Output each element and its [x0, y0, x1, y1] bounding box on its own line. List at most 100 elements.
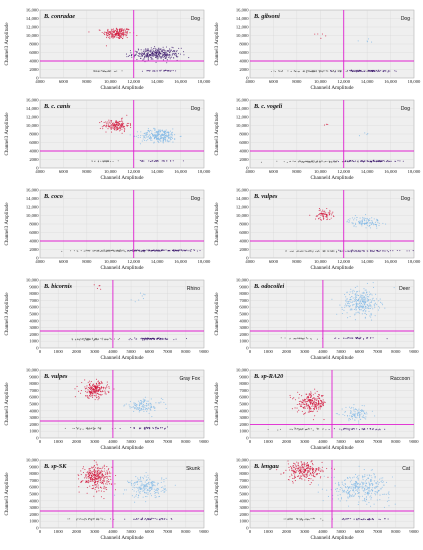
x-tick-label: 4000 — [35, 169, 45, 174]
droplet-point — [374, 160, 376, 162]
droplet-point — [162, 398, 164, 401]
droplet-point — [380, 70, 382, 72]
droplet-point — [387, 251, 390, 253]
droplet-point — [94, 399, 96, 401]
droplet-point — [318, 472, 320, 475]
droplet-point — [120, 35, 122, 37]
droplet-point — [110, 30, 113, 32]
droplet-point — [124, 29, 126, 31]
droplet-point — [94, 391, 96, 393]
droplet-point — [139, 250, 141, 252]
droplet-point — [373, 503, 375, 505]
droplet-point — [319, 408, 321, 410]
droplet-point — [96, 484, 98, 486]
droplet-point — [285, 250, 287, 252]
droplet-point — [122, 122, 124, 124]
droplet-point — [351, 494, 354, 496]
droplet-point — [369, 249, 372, 251]
droplet-point — [338, 490, 340, 493]
droplet-point — [106, 386, 108, 388]
droplet-point — [284, 337, 286, 339]
droplet-point — [182, 250, 184, 252]
droplet-point — [166, 518, 168, 520]
droplet-point — [320, 476, 322, 478]
droplet-point — [107, 128, 109, 130]
droplet-point — [375, 491, 377, 493]
droplet-point — [170, 50, 172, 52]
droplet-point — [323, 213, 325, 215]
y-tick-label: 2000 — [239, 67, 249, 72]
droplet-point — [364, 480, 366, 482]
droplet-point — [111, 249, 113, 252]
droplet-point — [349, 490, 351, 492]
droplet-point — [358, 492, 361, 494]
droplet-point — [355, 484, 357, 486]
droplet-point — [121, 28, 123, 30]
x-tick-label: 7000 — [373, 529, 383, 534]
droplet-point — [300, 401, 303, 403]
droplet-point — [290, 70, 292, 73]
droplet-point — [136, 404, 138, 406]
droplet-point — [260, 161, 263, 163]
droplet-point — [100, 338, 102, 340]
droplet-point — [303, 407, 305, 409]
droplet-point — [368, 291, 370, 293]
droplet-point — [100, 476, 102, 478]
droplet-point — [154, 134, 156, 136]
droplet-point — [324, 401, 326, 404]
droplet-point — [344, 415, 346, 417]
droplet-point — [361, 416, 363, 418]
droplet-point — [386, 250, 388, 252]
droplet-point — [92, 384, 94, 386]
droplet-point — [146, 486, 148, 488]
droplet-point — [360, 299, 362, 301]
droplet-point — [351, 428, 353, 430]
droplet-point — [168, 70, 170, 72]
droplet-point — [120, 126, 123, 128]
droplet-point — [145, 405, 147, 407]
droplet-point — [88, 31, 90, 33]
droplet-point — [350, 486, 352, 488]
droplet-point — [308, 70, 310, 72]
chart-panel: 0 1000 2000 3000 4000 5000 6000 7000 8000 9000010… — [214, 458, 419, 542]
droplet-point — [366, 41, 369, 43]
droplet-point — [87, 518, 90, 520]
droplet-point — [322, 470, 324, 472]
droplet-point — [153, 134, 155, 136]
droplet-point — [145, 487, 147, 490]
droplet-point — [157, 482, 160, 484]
droplet-point — [300, 161, 303, 163]
droplet-point — [161, 427, 163, 429]
droplet-point — [70, 250, 72, 252]
y-tick-label: 4000 — [29, 59, 39, 64]
y-tick-label: 1000 — [29, 519, 39, 524]
droplet-point — [385, 161, 387, 163]
droplet-point — [144, 294, 146, 296]
droplet-point — [89, 338, 91, 340]
droplet-point — [376, 220, 378, 222]
droplet-point — [319, 470, 321, 472]
droplet-point — [91, 387, 93, 389]
x-tick-label: 6000 — [355, 439, 365, 444]
y-axis-label: Channel3 Amplitude — [214, 382, 220, 426]
x-tick-label: 9000 — [409, 439, 419, 444]
droplet-point — [93, 388, 95, 390]
y-tick-label: 5000 — [29, 492, 39, 497]
droplet-point — [147, 485, 149, 487]
droplet-point — [94, 484, 96, 486]
droplet-point — [168, 55, 171, 57]
droplet-point — [366, 218, 368, 220]
droplet-point — [299, 405, 301, 408]
droplet-point — [343, 484, 345, 486]
droplet-point — [95, 338, 97, 340]
droplet-point — [169, 48, 171, 50]
droplet-point — [294, 399, 297, 401]
droplet-point — [351, 406, 353, 408]
droplet-point — [160, 140, 162, 143]
droplet-point — [95, 474, 97, 476]
droplet-point — [112, 28, 115, 30]
droplet-point — [323, 124, 326, 126]
droplet-point — [147, 50, 149, 52]
droplet-point — [166, 160, 168, 162]
droplet-point — [321, 212, 323, 215]
